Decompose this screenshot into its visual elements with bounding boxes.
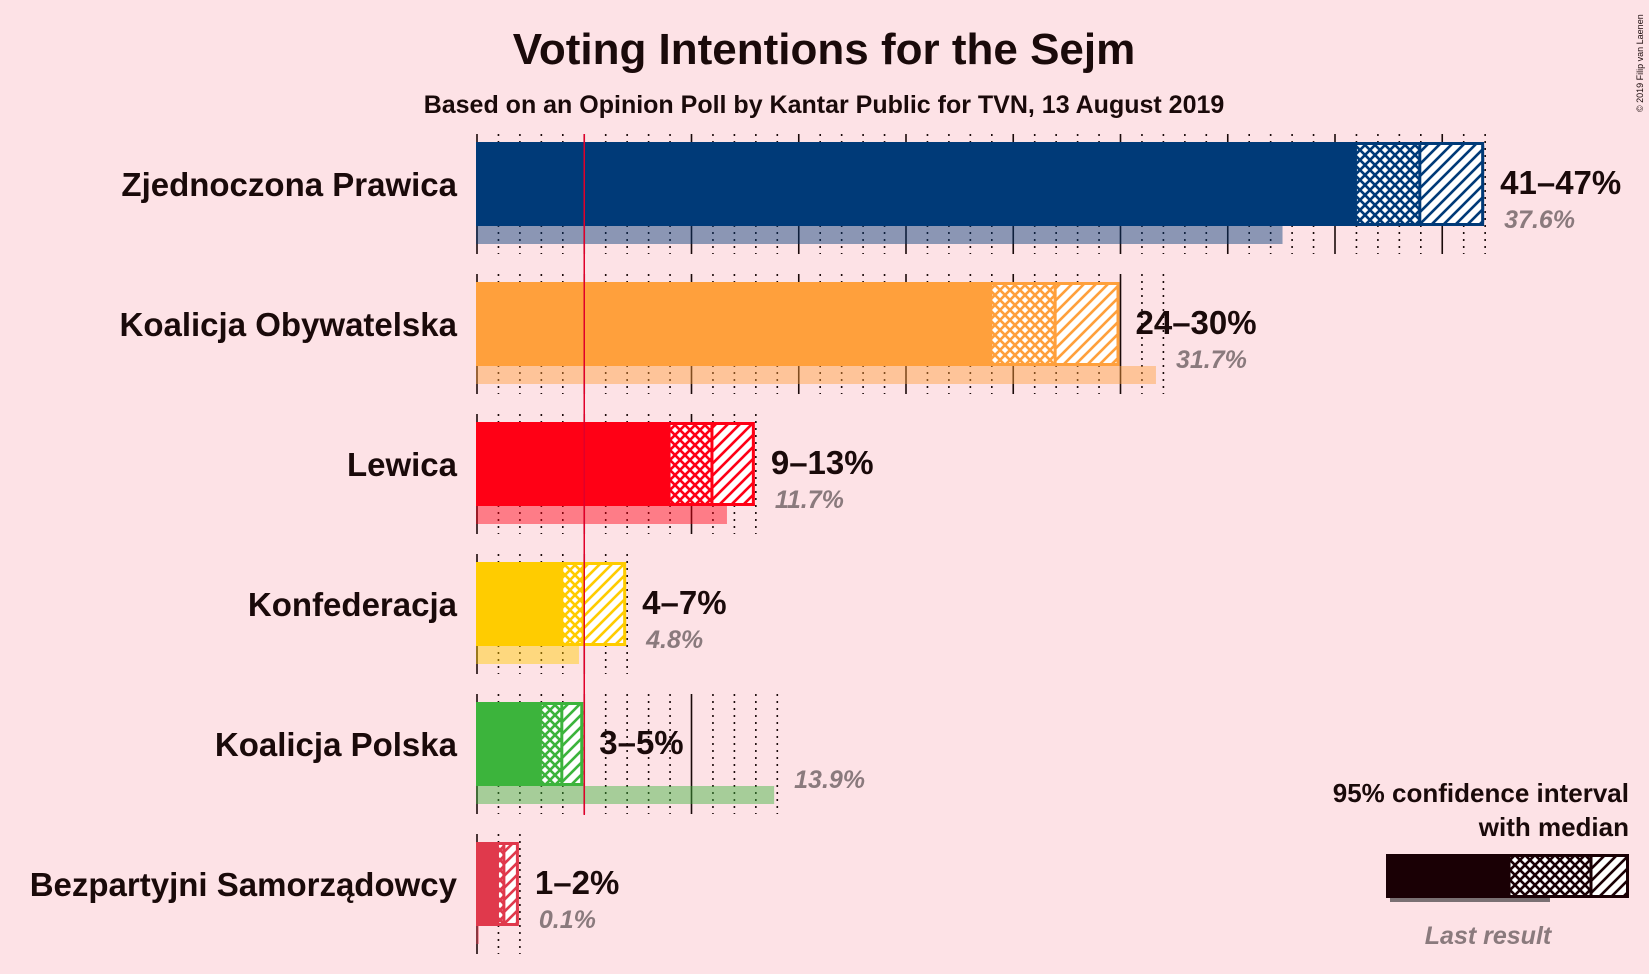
- legend-ci-line2: with median: [1478, 812, 1629, 842]
- ci-upper-half: [1419, 142, 1485, 226]
- ci-range-label: 3–5%: [599, 724, 683, 761]
- ci-lower-half: [561, 562, 584, 646]
- legend-last-result-label: Last result: [1425, 922, 1553, 950]
- ci-lower-half: [497, 842, 504, 926]
- ci-solid-bar: [476, 702, 541, 786]
- legend: 95% confidence interval with median Last…: [1333, 778, 1629, 950]
- ci-outline: [495, 842, 519, 926]
- chart-title: Voting Intentions for the Sejm: [513, 25, 1136, 74]
- chart-subtitle: Based on an Opinion Poll by Kantar Publi…: [424, 91, 1225, 119]
- last-result-label: 13.9%: [794, 766, 865, 794]
- ci-solid-bar: [476, 842, 498, 926]
- legend-ci-line1: 95% confidence interval: [1333, 778, 1629, 808]
- ci-lower-half: [1355, 142, 1420, 226]
- last-result-label: 4.8%: [645, 626, 703, 654]
- legend-solid-swatch: [1386, 854, 1509, 898]
- last-result-bar: [476, 786, 775, 804]
- last-result-label: 11.7%: [775, 486, 844, 514]
- last-result-bar: [476, 926, 479, 944]
- ci-upper-half: [1055, 282, 1120, 366]
- ci-solid-bar: [476, 142, 1356, 226]
- last-result-bar: [476, 366, 1156, 384]
- ci-lower-half: [540, 702, 562, 786]
- party-label: Koalicja Polska: [215, 726, 458, 763]
- party-label: Koalicja Obywatelska: [120, 306, 458, 343]
- ci-range-label: 41–47%: [1500, 164, 1621, 201]
- ci-range-label: 1–2%: [535, 864, 619, 901]
- ci-solid-bar: [476, 422, 670, 506]
- party-label: Zjednoczona Prawica: [121, 166, 457, 203]
- ci-upper-half: [561, 702, 584, 786]
- last-result-bar: [476, 506, 727, 524]
- party-label: Bezpartyjni Samorządowcy: [30, 866, 458, 903]
- copyright-note: © 2019 Filip van Laenen: [1635, 14, 1645, 112]
- last-result-label: 0.1%: [539, 906, 596, 934]
- ci-range-label: 24–30%: [1136, 304, 1257, 341]
- ci-solid-bar: [476, 282, 991, 366]
- ci-lower-half: [669, 422, 712, 506]
- last-result-label: 31.7%: [1176, 346, 1247, 374]
- ci-range-label: 9–13%: [771, 444, 874, 481]
- bars-layer: Zjednoczona Prawica 41–47% 37.6% Koalicja O…: [30, 134, 1621, 954]
- party-label: Konfederacja: [248, 586, 458, 623]
- last-result-label: 37.6%: [1504, 206, 1575, 234]
- ci-upper-half: [711, 422, 755, 506]
- ci-outline: [560, 562, 627, 646]
- last-result-bar: [476, 226, 1283, 244]
- ci-upper-half: [583, 562, 627, 646]
- legend-cross-swatch: [1509, 854, 1591, 898]
- legend-hatch-swatch: [1591, 854, 1629, 898]
- party-label: Lewica: [347, 446, 458, 483]
- legend-ci-outline: [1507, 854, 1629, 898]
- ci-solid-bar: [476, 562, 562, 646]
- ci-range-label: 4–7%: [642, 584, 726, 621]
- ci-lower-half: [990, 282, 1056, 366]
- ci-upper-half: [503, 842, 519, 926]
- last-result-bar: [476, 646, 579, 664]
